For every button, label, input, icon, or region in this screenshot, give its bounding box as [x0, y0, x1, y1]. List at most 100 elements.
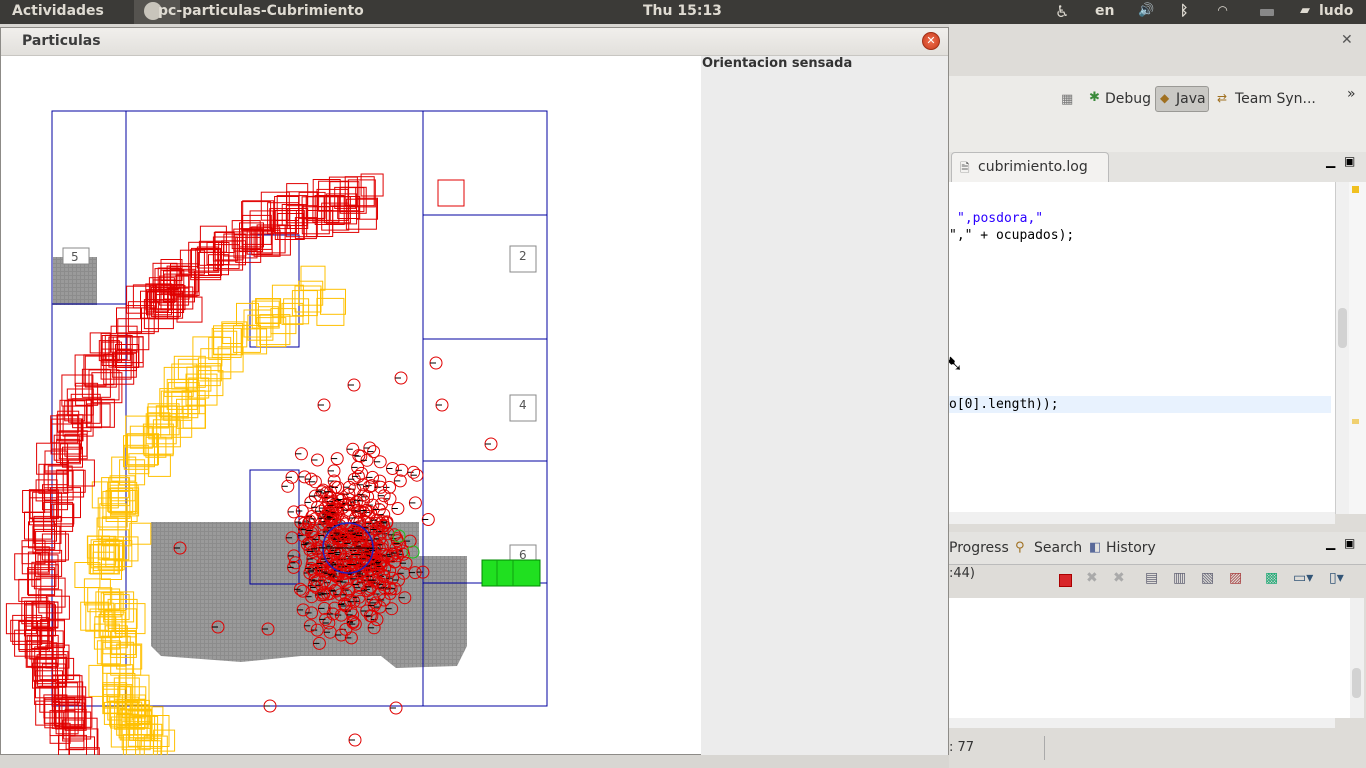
square-particle — [298, 280, 324, 306]
console-scrollbar[interactable] — [1350, 598, 1364, 718]
code-line: o[0].length)); — [949, 397, 1059, 412]
square-particle — [281, 302, 304, 325]
square-particle — [146, 406, 169, 429]
square-particle — [175, 274, 198, 297]
chat-icon[interactable]: ▰ — [1300, 3, 1310, 18]
square-particle — [89, 332, 111, 354]
language-indicator[interactable]: en — [1095, 3, 1115, 19]
square-particle — [196, 246, 219, 269]
code-line: "," + ocupados); — [949, 228, 1075, 243]
word-wrap-icon[interactable]: ▧ — [1201, 570, 1215, 586]
square-particle — [249, 210, 274, 235]
square-particle — [100, 348, 132, 380]
square-particle — [312, 195, 340, 223]
square-particle — [294, 217, 317, 240]
square-particle — [127, 301, 159, 333]
square-particle — [213, 330, 238, 355]
more-perspectives-icon[interactable]: » — [1347, 86, 1356, 102]
remove-launch-icon[interactable]: ✖ — [1086, 570, 1098, 586]
tab-search[interactable]: Search — [1034, 540, 1083, 556]
perspective-team-sync[interactable]: Team Syn... — [1235, 91, 1316, 107]
scroll-thumb[interactable] — [1338, 308, 1347, 348]
perspective-debug[interactable]: Debug — [1105, 91, 1152, 107]
robot-estimate — [321, 522, 420, 574]
zone-label: 2 — [519, 249, 527, 263]
square-particle — [128, 453, 150, 475]
square-particle — [159, 388, 189, 418]
tab-history[interactable]: History — [1106, 540, 1156, 556]
square-particles — [5, 173, 465, 755]
square-particle — [113, 536, 139, 562]
bottom-tab-bar — [949, 532, 1366, 565]
clock[interactable]: Thu 15:13 — [643, 3, 722, 19]
square-particle — [125, 415, 158, 448]
bluetooth-icon[interactable]: ᛒ — [1180, 3, 1189, 19]
tab-progress[interactable]: Progress — [949, 540, 1009, 556]
square-particle — [123, 435, 155, 468]
console-output[interactable] — [949, 598, 1350, 718]
perspective-java-active[interactable]: ◆ Java — [1155, 86, 1209, 112]
editor-tab[interactable]: 🗎 cubrimiento.log — [951, 152, 1109, 182]
circle-particles — [173, 356, 498, 747]
square-particle — [109, 696, 140, 727]
open-perspective-icon[interactable]: ▦ — [1061, 92, 1074, 107]
terminate-icon[interactable] — [1059, 574, 1072, 587]
square-particle — [93, 541, 123, 572]
square-particle — [29, 497, 57, 526]
code-line: ",posdora," — [957, 211, 1044, 226]
status-position: : 77 — [949, 740, 975, 755]
maximize-panel-icon[interactable]: ▣ — [1344, 536, 1356, 550]
square-particle — [44, 450, 68, 474]
particle-canvas[interactable]: 5 2 4 6 — [1, 56, 701, 755]
square-particle — [152, 262, 178, 288]
maximize-editor-icon[interactable]: ▣ — [1344, 154, 1356, 168]
close-console-icon[interactable]: ▨ — [1229, 570, 1243, 586]
editor-horizontal-scrollbar[interactable] — [949, 512, 1335, 524]
open-console-icon[interactable]: ▯▾ — [1329, 570, 1344, 586]
scroll-thumb[interactable] — [1352, 668, 1361, 698]
user-menu[interactable]: ludo — [1319, 3, 1354, 19]
activities-button[interactable]: Actividades — [12, 3, 104, 19]
clear-console-icon[interactable]: ▤ — [1145, 570, 1159, 586]
pin-console-icon[interactable]: ▩ — [1265, 570, 1279, 586]
volume-icon[interactable]: 🔊 — [1138, 3, 1155, 18]
square-particle — [214, 244, 240, 270]
square-particle — [64, 433, 88, 457]
square-particle — [31, 628, 52, 649]
code-editor[interactable]: ",posdora," "," + ocupados); o[0].length… — [949, 182, 1335, 514]
square-particle — [356, 197, 378, 220]
window-titlebar[interactable]: Particulas ✕ — [1, 28, 948, 56]
minimize-panel-icon[interactable]: ▁ — [1326, 536, 1336, 550]
square-particle — [57, 410, 80, 433]
wifi-icon[interactable]: ◠ — [1218, 3, 1228, 17]
square-particle — [101, 516, 132, 547]
square-particle — [102, 685, 126, 709]
square-particle — [88, 369, 120, 401]
square-particle — [253, 229, 281, 257]
square-particle — [25, 640, 53, 668]
app-icon-highlight[interactable] — [134, 0, 180, 24]
square-particle — [255, 298, 282, 324]
square-particle — [33, 515, 62, 544]
battery-icon[interactable] — [1260, 9, 1274, 16]
accessibility-icon[interactable]: ♿ — [1055, 2, 1070, 21]
console-horizontal-scrollbar[interactable] — [949, 718, 1335, 728]
square-particle — [59, 443, 81, 465]
current-line-highlight — [949, 396, 1331, 413]
remove-all-icon[interactable]: ✖ — [1113, 570, 1125, 586]
square-particle — [177, 358, 199, 380]
square-particle — [271, 284, 304, 317]
display-console-icon[interactable]: ▭▾ — [1293, 570, 1314, 586]
minimize-editor-icon[interactable]: ▁ — [1326, 154, 1336, 168]
editor-vertical-scrollbar[interactable] — [1335, 182, 1350, 514]
square-particle — [285, 205, 318, 238]
app-menu-title[interactable]: pc-particulas-Cubrimiento — [158, 3, 364, 19]
window-close-icon[interactable]: ✕ — [922, 32, 940, 50]
square-particle — [157, 267, 180, 290]
square-particle — [114, 603, 146, 635]
square-particle — [221, 240, 246, 266]
eclipse-close-icon[interactable]: ✕ — [1341, 32, 1353, 48]
square-particle — [192, 336, 223, 367]
scroll-lock-icon[interactable]: ▥ — [1173, 570, 1187, 586]
square-particle — [34, 646, 65, 677]
